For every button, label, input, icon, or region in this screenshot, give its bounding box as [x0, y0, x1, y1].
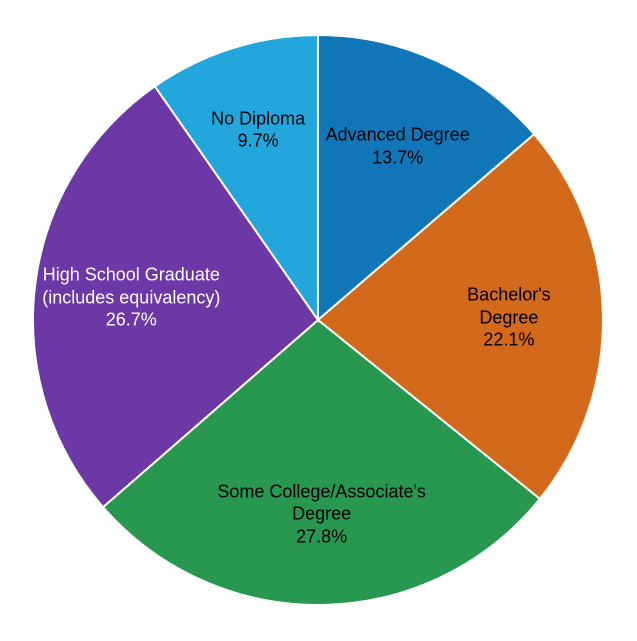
pie-svg [0, 0, 637, 641]
education-pie-chart: Advanced Degree13.7%Bachelor's Degree22.… [0, 0, 637, 641]
